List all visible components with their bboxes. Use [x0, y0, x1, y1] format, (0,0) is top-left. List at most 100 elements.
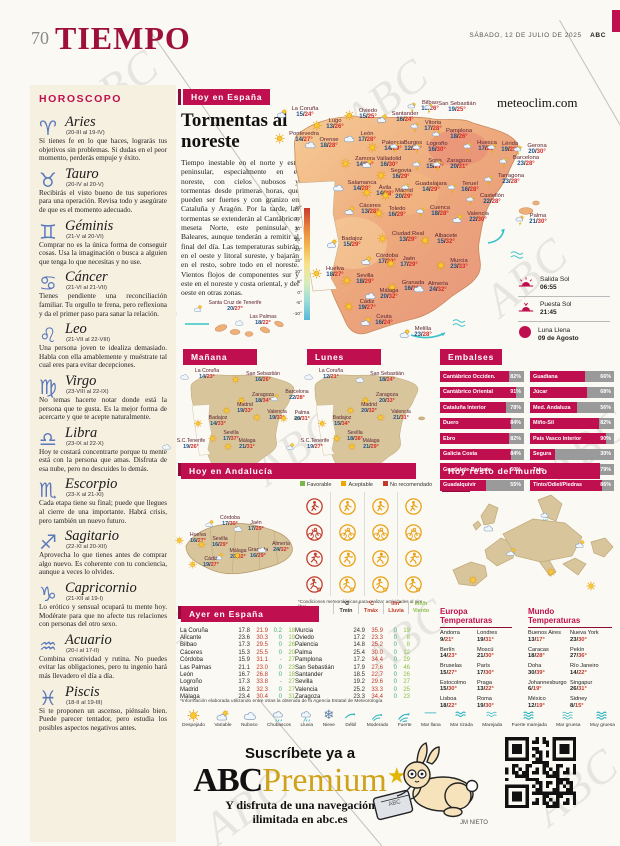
city-temperature: Sidney 8/15° — [570, 696, 588, 709]
sun-icon — [435, 258, 446, 275]
city-label: Almería 24/32° — [413, 281, 448, 293]
sun-icon — [546, 564, 556, 582]
horoscope-sign: ♐ Sagitario (22-XI al 20-XII) Aprovecha lo … — [39, 529, 167, 577]
horoscope-panel: HOROSCOPO ♈ Aries (20-III al 19-IV) Si tien… — [30, 85, 176, 842]
sun-icon — [387, 280, 398, 297]
sun-icon — [188, 556, 197, 573]
tag-andalucia: Hoy en Andalucía — [181, 463, 416, 479]
sun-cloud-icon — [361, 253, 372, 270]
cycling-activity-icon — [339, 524, 356, 546]
cloud-icon — [162, 438, 171, 455]
city-label: Almería 24/32° — [257, 541, 290, 553]
sun-icon — [367, 140, 378, 157]
sign-name: Géminis — [65, 217, 114, 234]
manana-map: La Coruña 14/23° San Sebastián 16/26° Zarago… — [162, 364, 310, 470]
reservoir-bar: Guadalquivir 55% — [440, 479, 524, 491]
andalucia-accent-bar — [178, 463, 181, 476]
conditions-legend: Favorable Aceptable No recomendado — [300, 481, 432, 488]
europa-temps-title: Europa Temperaturas — [440, 607, 512, 628]
sun-icon — [197, 536, 206, 553]
city-label: La Coruña 12/21° — [304, 368, 343, 380]
city-label: S.C.Tenerife 19/26° — [162, 438, 205, 450]
city-label: Zaragoza 20/31° — [433, 158, 471, 171]
walking-activity-icon — [339, 498, 356, 520]
sea1-legend-item: Mar llana — [421, 708, 441, 728]
sun-icon — [222, 402, 231, 419]
table-row: León 16.7 26.8 0 18 — [180, 672, 295, 679]
sea4-icon — [512, 708, 547, 722]
city-temperature: Caracas 18/28° — [528, 646, 549, 660]
storm-icon — [432, 158, 443, 175]
tag-lunes: Lunes — [307, 349, 381, 365]
city-temperature: Nueva York 23/30° — [570, 630, 599, 643]
city-label: Sevilla 17/37° — [208, 430, 239, 443]
page-edge-tab — [612, 10, 620, 32]
sun-cloud-icon — [214, 708, 231, 722]
zodiac-icon: ♍ — [39, 374, 57, 399]
horoscope-sign: ♊ Géminis (21-V al 20-VI) Comprar no es la … — [39, 217, 167, 267]
horoscope-sign: ♍ Virgo (23-VIII al 22-IX) No temas hacerte… — [39, 373, 167, 422]
cycling-activity-icon — [305, 524, 323, 546]
sun-icon — [385, 256, 396, 273]
sun-cloud-icon — [360, 314, 372, 331]
legend-item: No recomendado — [382, 481, 432, 488]
tag-embalses: Embalses — [440, 349, 503, 365]
city-label: Madrid 20/29° — [380, 188, 413, 201]
cycling-activity-icon — [405, 524, 423, 546]
sun-icon — [311, 118, 322, 135]
reservoir-bar: Duero 84% — [440, 417, 524, 429]
sun-icon — [380, 188, 391, 205]
wind2-icon — [367, 708, 389, 722]
city-label: S.C.Tenerife 19/27° — [286, 438, 329, 450]
sun-icon — [361, 392, 370, 409]
table-row: Zaragoza 23.3 34.4 0 23 — [295, 694, 410, 701]
reservoir-bar: Med. Andaluza 56% — [530, 402, 614, 413]
city-label: Madrid 20/32° — [346, 402, 377, 415]
column-header: l/m² Lluvia — [383, 601, 408, 614]
city-label: Santander 16/24° — [377, 111, 418, 123]
sun-icon — [182, 708, 205, 722]
sign-name: Escorpio — [65, 476, 118, 493]
ad-brand: ABCPremium★ — [180, 762, 420, 800]
moon-text: Luna Llena 09 de Agosto — [538, 326, 579, 342]
city-label: Cádiz 19/27° — [188, 556, 219, 569]
cloud-icon — [304, 137, 316, 154]
city-label: Jaén 17/29° — [233, 520, 264, 532]
cloud-icon — [257, 541, 266, 558]
city-label: Santa Cruz de Tenerife 20/27° — [193, 300, 261, 312]
sunset-icon — [518, 300, 534, 318]
cloud-icon — [343, 131, 355, 148]
sea1-icon — [421, 708, 441, 722]
city-label: San Sebastián 19/25° — [424, 101, 476, 114]
table-row: Córdoba 15.9 31.1-27 — [180, 657, 295, 664]
city-label: Valencia 19/32° — [252, 409, 287, 422]
sun-moon-panel: Salida Sol 06:55 Puesta Sol 21:45 Luna Lle… — [518, 272, 610, 347]
column-header: km/h Viento — [408, 601, 433, 614]
rabbit-cartoon: ABC JM NIETO — [365, 742, 495, 833]
sign-text: Lo erótico y sensual ocupará tu mente ho… — [39, 603, 167, 629]
cloud-icon — [241, 708, 258, 722]
horoscope-sign: ♋ Cáncer (21-VI al 21-VII) Tienes pendiente… — [39, 270, 167, 318]
zodiac-icon: ♎ — [39, 426, 57, 451]
sign-text: Una persona joven te idealiza demasiado.… — [39, 344, 167, 370]
mundo-temps-grid: Buenos Aires 13/17° Nueva York 23/30° Caraca… — [528, 630, 612, 713]
sun-cloud-icon — [362, 156, 373, 173]
wind3-icon — [398, 708, 412, 722]
zodiac-icon: ♊ — [39, 219, 57, 244]
rain-icon — [267, 708, 291, 722]
walking-activity-icon — [405, 498, 423, 520]
ayer-table-left: La Coruña 17.8 21.9 0.2 18 Alicante 23.6 30.3 0 1… — [180, 627, 295, 701]
sun-icon — [223, 438, 233, 455]
sun-cloud-icon — [344, 203, 355, 220]
storm-icon — [512, 143, 523, 160]
moon-row: Luna Llena 09 de Agosto — [518, 322, 610, 347]
storm-icon — [514, 213, 525, 230]
wind1-icon — [344, 708, 357, 722]
storm-icon — [462, 140, 473, 157]
city-label: Teruel 16/28° — [447, 181, 479, 194]
scale-tick: 0° — [297, 290, 302, 296]
cloud-icon — [364, 288, 376, 305]
city-label: Jaén 17/29° — [385, 256, 418, 269]
